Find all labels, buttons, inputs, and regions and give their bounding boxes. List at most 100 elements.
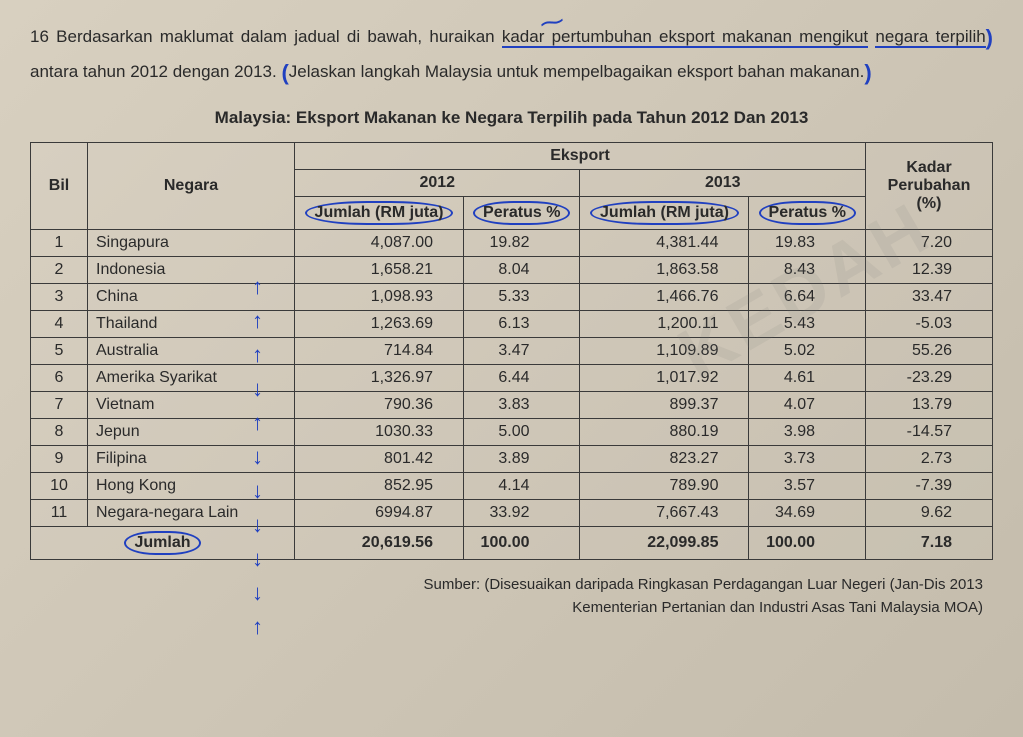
circled-jumlah: Jumlah (124, 531, 200, 555)
cell-bil: 7 (31, 392, 88, 419)
cell-j13: 1,017.92 (580, 365, 749, 392)
th-p12: Peratus % (463, 197, 580, 230)
cell-j13: 1,200.11 (580, 311, 749, 338)
cell-p13: 4.61 (749, 365, 866, 392)
cell-j12: 801.42 (295, 446, 464, 473)
cell-j12: 4,087.00 (295, 230, 464, 257)
table-title: Malaysia: Eksport Makanan ke Negara Terp… (30, 108, 993, 128)
table-row: 10Hong Kong852.954.14789.903.57-7.39 (31, 473, 993, 500)
cell-k: 7.20 (866, 230, 993, 257)
th-negara: Negara (88, 143, 295, 230)
cell-j13: 1,466.76 (580, 284, 749, 311)
cell-negara: Amerika Syarikat (88, 365, 295, 392)
cell-p12: 6.44 (463, 365, 580, 392)
cell-bil: 6 (31, 365, 88, 392)
th-2012: 2012 (295, 170, 580, 197)
total-p13: 100.00 (749, 527, 866, 560)
total-p12: 100.00 (463, 527, 580, 560)
cell-k: 33.47 (866, 284, 993, 311)
cell-p13: 19.83 (749, 230, 866, 257)
cell-j12: 714.84 (295, 338, 464, 365)
source-line1: Sumber: (Disesuaikan daripada Ringkasan … (424, 576, 984, 593)
cell-negara: Indonesia (88, 257, 295, 284)
cell-negara: Singapura (88, 230, 295, 257)
cell-p12: 8.04 (463, 257, 580, 284)
cell-bil: 5 (31, 338, 88, 365)
cell-bil: 8 (31, 419, 88, 446)
cell-negara: Hong Kong (88, 473, 295, 500)
cell-negara: Jepun (88, 419, 295, 446)
total-j12: 20,619.56 (295, 527, 464, 560)
cell-negara: Filipina (88, 446, 295, 473)
cell-j13: 880.19 (580, 419, 749, 446)
table-row: 4Thailand1,263.696.131,200.115.43-5.03 (31, 311, 993, 338)
cell-p13: 3.73 (749, 446, 866, 473)
cell-k: 55.26 (866, 338, 993, 365)
cell-p13: 3.57 (749, 473, 866, 500)
cell-negara: Thailand (88, 311, 295, 338)
cell-p13: 4.07 (749, 392, 866, 419)
cell-p12: 3.83 (463, 392, 580, 419)
th-j12: Jumlah (RM juta) (295, 197, 464, 230)
cell-p12: 5.33 (463, 284, 580, 311)
cell-negara: Negara-negara Lain (88, 500, 295, 527)
bracket-open-icon: ( (281, 60, 288, 85)
table-row: 1Singapura4,087.0019.824,381.4419.837.20 (31, 230, 993, 257)
bracket-close-icon: ) (986, 25, 993, 50)
table-row: 7Vietnam790.363.83899.374.0713.79 (31, 392, 993, 419)
cell-k: 13.79 (866, 392, 993, 419)
cell-k: -7.39 (866, 473, 993, 500)
cell-j12: 6994.87 (295, 500, 464, 527)
table-row: 5Australia714.843.471,109.895.0255.26 (31, 338, 993, 365)
cell-bil: 11 (31, 500, 88, 527)
cell-bil: 3 (31, 284, 88, 311)
total-k: 7.18 (866, 527, 993, 560)
bracket-close2-icon: ) (864, 60, 871, 85)
th-2013: 2013 (580, 170, 866, 197)
circled-header: Peratus % (759, 201, 856, 225)
table-row: 6Amerika Syarikat1,326.976.441,017.924.6… (31, 365, 993, 392)
th-eksport: Eksport (295, 143, 866, 170)
cell-j12: 790.36 (295, 392, 464, 419)
cell-p13: 5.02 (749, 338, 866, 365)
cell-k: 12.39 (866, 257, 993, 284)
cell-j13: 1,109.89 (580, 338, 749, 365)
cell-p12: 19.82 (463, 230, 580, 257)
cell-negara: China (88, 284, 295, 311)
q-bracketed: Jelaskan langkah Malaysia untuk mempelba… (289, 62, 865, 81)
cell-j13: 7,667.43 (580, 500, 749, 527)
cell-j12: 1,658.21 (295, 257, 464, 284)
cell-j13: 1,863.58 (580, 257, 749, 284)
cell-p13: 34.69 (749, 500, 866, 527)
cell-j12: 1,263.69 (295, 311, 464, 338)
cell-p13: 6.64 (749, 284, 866, 311)
q-underlined2: negara terpilih (875, 27, 985, 48)
cell-p12: 6.13 (463, 311, 580, 338)
cell-negara: Australia (88, 338, 295, 365)
th-j13: Jumlah (RM juta) (580, 197, 749, 230)
cell-k: -23.29 (866, 365, 993, 392)
table-row: 11Negara-negara Lain6994.8733.927,667.43… (31, 500, 993, 527)
table-row: 2Indonesia1,658.218.041,863.588.4312.39 (31, 257, 993, 284)
cell-bil: 10 (31, 473, 88, 500)
cell-j13: 823.27 (580, 446, 749, 473)
data-table: Bil Negara Eksport Kadar Perubahan (%) 2… (30, 142, 993, 560)
cell-j12: 1030.33 (295, 419, 464, 446)
table-row: 9Filipina801.423.89823.273.732.73 (31, 446, 993, 473)
q-part3: antara tahun 2012 dengan 2013. (30, 62, 281, 81)
cell-negara: Vietnam (88, 392, 295, 419)
cell-bil: 1 (31, 230, 88, 257)
cell-p12: 5.00 (463, 419, 580, 446)
circled-header: Jumlah (RM juta) (590, 201, 739, 225)
table-row: 3China1,098.935.331,466.766.6433.47 (31, 284, 993, 311)
cell-k: 9.62 (866, 500, 993, 527)
cell-p12: 3.89 (463, 446, 580, 473)
cell-p12: 3.47 (463, 338, 580, 365)
cell-j12: 1,098.93 (295, 284, 464, 311)
cell-p13: 8.43 (749, 257, 866, 284)
cell-p12: 4.14 (463, 473, 580, 500)
q-underlined1: kadar pertumbuhan eksport makanan mengik… (502, 27, 868, 48)
cell-j12: 1,326.97 (295, 365, 464, 392)
source-citation: Sumber: (Disesuaikan daripada Ringkasan … (30, 574, 993, 619)
cell-bil: 4 (31, 311, 88, 338)
